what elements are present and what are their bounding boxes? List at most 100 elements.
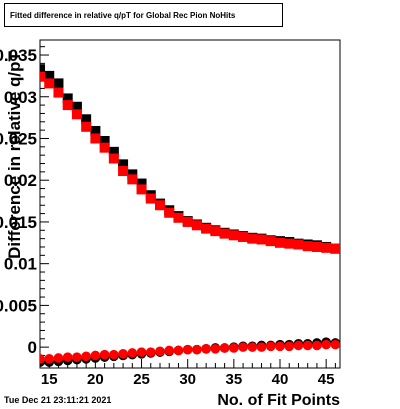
data-point bbox=[192, 344, 202, 355]
x-axis-label: No. of Fit Points bbox=[217, 392, 340, 409]
data-point bbox=[173, 345, 184, 356]
data-point bbox=[109, 349, 119, 360]
x-tick-label: 30 bbox=[179, 371, 196, 388]
data-point bbox=[238, 231, 249, 242]
chart-title: Fitted difference in relative q/pT for G… bbox=[4, 3, 283, 27]
data-point bbox=[201, 223, 212, 234]
data-point bbox=[247, 342, 258, 352]
data-point bbox=[145, 347, 156, 357]
data-point bbox=[127, 174, 138, 185]
y-axis-label: Difference in relative q/pT bbox=[5, 50, 24, 258]
data-point bbox=[210, 226, 221, 237]
y-tick-label: 0 bbox=[28, 338, 37, 357]
data-point bbox=[62, 93, 73, 104]
timestamp: Tue Dec 21 23:11:21 2021 bbox=[4, 395, 112, 405]
data-point bbox=[40, 71, 45, 82]
data-point bbox=[191, 220, 202, 231]
x-tick-label: 40 bbox=[272, 371, 289, 388]
data-point bbox=[90, 133, 101, 144]
y-tick-label: 0.025 bbox=[0, 129, 37, 148]
data-point bbox=[210, 344, 221, 354]
data-point bbox=[136, 184, 147, 195]
data-point bbox=[145, 193, 156, 204]
data-point bbox=[265, 236, 276, 247]
x-tick-label: 20 bbox=[87, 371, 104, 388]
data-point bbox=[99, 135, 110, 146]
data-point bbox=[40, 354, 45, 364]
data-point bbox=[99, 142, 110, 153]
data-point bbox=[219, 343, 230, 353]
x-tick-label: 15 bbox=[41, 371, 58, 388]
data-point bbox=[173, 212, 184, 223]
y-tick-label: 0.035 bbox=[0, 46, 37, 65]
data-point bbox=[108, 153, 119, 164]
data-point bbox=[228, 230, 239, 241]
y-axis: 0 0.005 0.01 0.015 0.02 0.025 0.03 0.035 bbox=[0, 46, 49, 365]
data-point bbox=[321, 339, 331, 350]
data-point bbox=[247, 233, 258, 244]
data-point bbox=[81, 114, 92, 125]
y-tick-label: 0.015 bbox=[0, 213, 37, 232]
data-point bbox=[53, 353, 64, 363]
series-1 bbox=[40, 71, 340, 254]
data-point bbox=[229, 343, 239, 353]
data-point bbox=[275, 237, 285, 248]
data-point bbox=[182, 344, 193, 355]
data-point bbox=[302, 241, 313, 252]
data-point bbox=[99, 349, 110, 360]
plot-area bbox=[40, 64, 340, 367]
series-3 bbox=[40, 339, 340, 364]
x-tick-label: 25 bbox=[133, 371, 150, 388]
y-tick-label: 0.03 bbox=[4, 88, 37, 107]
data-point bbox=[155, 200, 165, 211]
data-point bbox=[238, 342, 248, 352]
data-point bbox=[53, 78, 64, 89]
data-point bbox=[265, 341, 276, 352]
data-point bbox=[293, 340, 304, 351]
plot-frame bbox=[39, 39, 341, 369]
data-point bbox=[127, 348, 138, 358]
data-point bbox=[293, 239, 304, 250]
data-point bbox=[81, 121, 92, 132]
data-point bbox=[72, 352, 82, 362]
data-point bbox=[90, 350, 101, 361]
data-point bbox=[256, 234, 267, 245]
data-point bbox=[256, 342, 267, 352]
data-point bbox=[44, 78, 55, 89]
data-point bbox=[136, 347, 147, 357]
data-point bbox=[90, 125, 101, 136]
data-point bbox=[71, 109, 82, 120]
data-point bbox=[71, 101, 82, 112]
data-point bbox=[118, 159, 129, 170]
data-point bbox=[62, 352, 73, 362]
y-tick-label: 0.01 bbox=[4, 255, 37, 274]
x-axis: 15 20 25 30 35 40 45 bbox=[39, 359, 336, 388]
data-point bbox=[108, 146, 119, 157]
data-point bbox=[330, 339, 340, 350]
data-point bbox=[321, 242, 332, 253]
data-point bbox=[284, 238, 295, 249]
data-point bbox=[275, 341, 285, 352]
y-tick-label: 0.02 bbox=[4, 171, 37, 190]
data-point bbox=[330, 243, 340, 254]
data-point bbox=[182, 216, 193, 227]
data-point bbox=[284, 341, 295, 352]
data-point bbox=[201, 344, 211, 354]
data-point bbox=[127, 169, 138, 180]
data-point bbox=[40, 64, 45, 75]
data-point bbox=[312, 340, 322, 351]
data-point bbox=[155, 346, 165, 357]
data-point bbox=[164, 207, 175, 218]
data-point bbox=[118, 166, 129, 177]
data-point bbox=[136, 178, 147, 189]
x-tick-label: 45 bbox=[318, 371, 335, 388]
data-point bbox=[302, 340, 313, 351]
data-point bbox=[118, 349, 128, 359]
data-point bbox=[44, 70, 55, 81]
data-point bbox=[44, 354, 55, 364]
data-point bbox=[53, 87, 64, 98]
data-point bbox=[311, 241, 322, 252]
x-tick-label: 35 bbox=[226, 371, 243, 388]
data-point bbox=[62, 100, 73, 111]
